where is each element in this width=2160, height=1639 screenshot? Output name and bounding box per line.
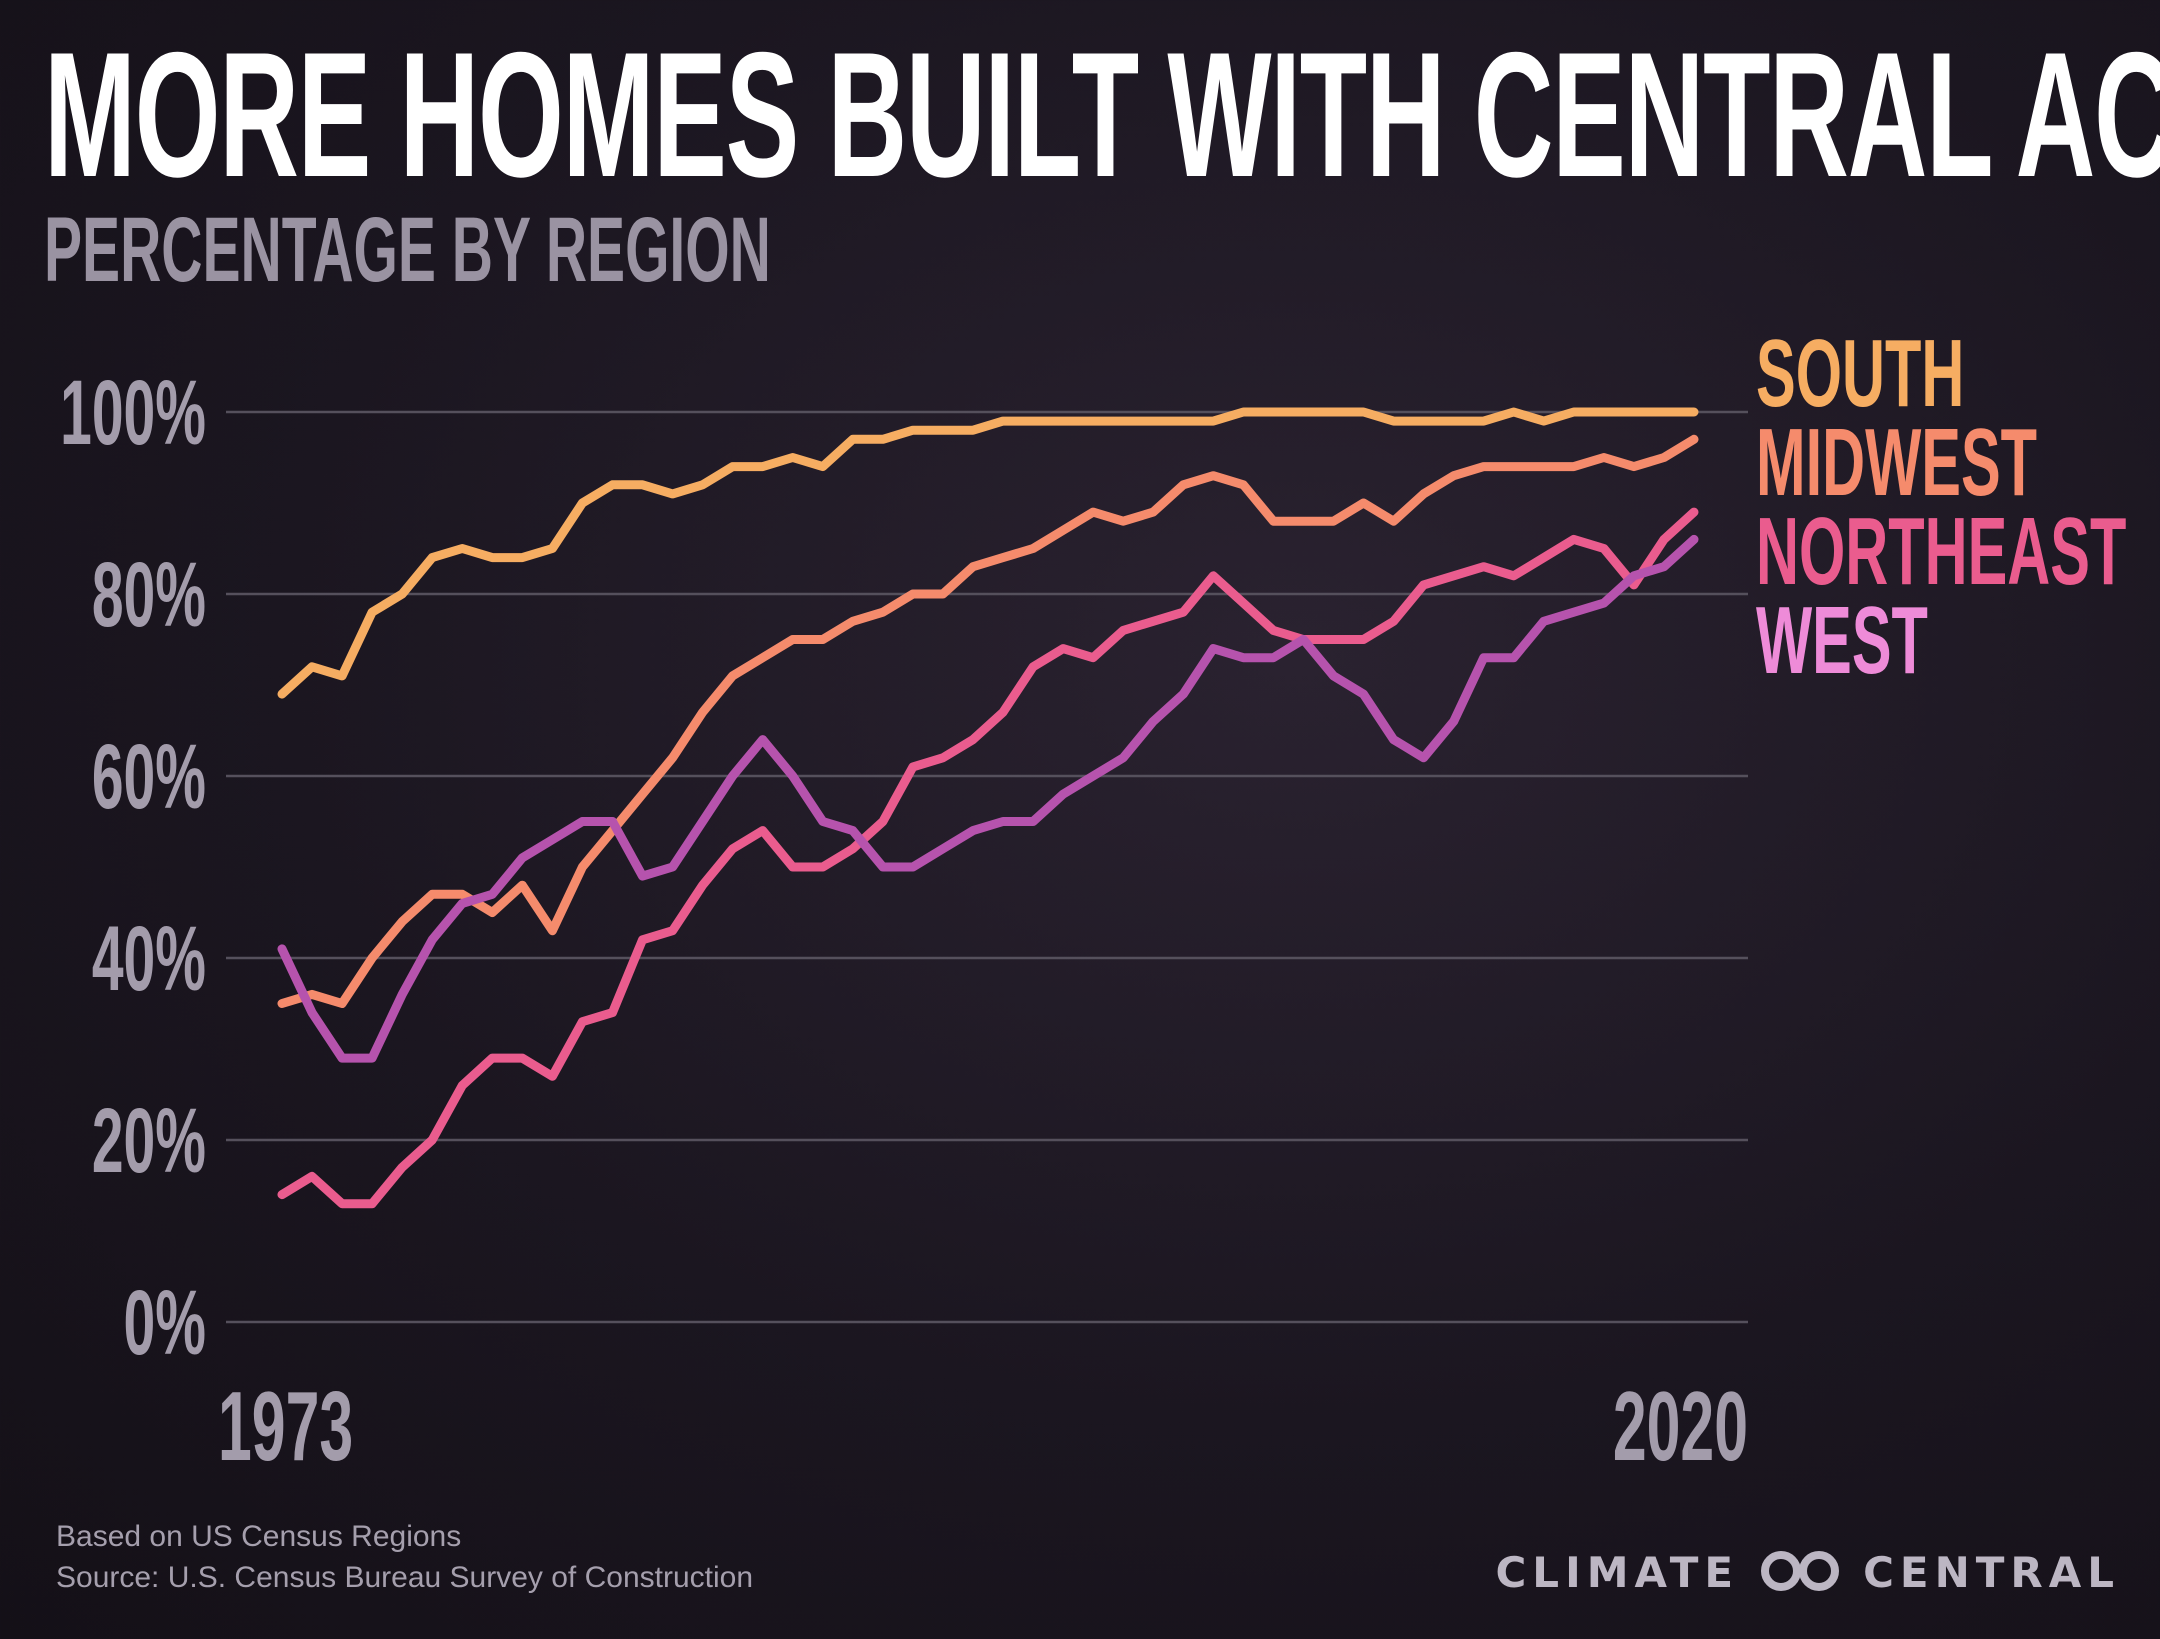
series-line-northeast xyxy=(277,507,1699,1209)
y-tick-label: 20% xyxy=(92,1090,206,1192)
y-tick-label: 40% xyxy=(92,908,206,1010)
series-lines xyxy=(277,407,1699,1209)
rings-icon xyxy=(1755,1549,1847,1597)
y-tick-label: 60% xyxy=(92,726,206,828)
y-tick-label: 80% xyxy=(92,544,206,646)
series-line-midwest xyxy=(277,434,1699,1008)
y-tick-label: 0% xyxy=(124,1272,206,1374)
y-tick-label: 100% xyxy=(60,362,206,464)
grid-lines xyxy=(226,410,1748,1324)
legend-item-northeast: NORTHEAST xyxy=(1756,497,2126,604)
x-axis-ticks: 1973 2020 xyxy=(218,1372,1748,1481)
chart-subtitle: PERCENTAGE BY REGION xyxy=(44,199,771,301)
climate-central-logo: CLIMATE CENTRAL xyxy=(1495,1548,2120,1597)
legend-item-west: WEST xyxy=(1756,586,1928,693)
legend-item-south: SOUTH xyxy=(1756,319,1964,426)
series-line-west xyxy=(277,534,1699,1063)
x-tick-label-start: 1973 xyxy=(218,1372,353,1481)
chart-title: MORE HOMES BUILT WITH CENTRAL AC xyxy=(44,15,2160,214)
y-axis-ticks: 0% 20% 40% 60% 80% 100% xyxy=(60,362,206,1374)
x-tick-label-end: 2020 xyxy=(1613,1372,1748,1481)
legend-item-midwest: MIDWEST xyxy=(1756,408,2037,515)
series-line-south xyxy=(277,407,1699,699)
brand-text-climate: CLIMATE xyxy=(1495,1548,1740,1597)
footnote-source: Source: U.S. Census Bureau Survey of Con… xyxy=(56,1561,754,1594)
brand-text-central: CENTRAL xyxy=(1863,1548,2120,1597)
footnote-regions: Based on US Census Regions xyxy=(56,1520,462,1553)
